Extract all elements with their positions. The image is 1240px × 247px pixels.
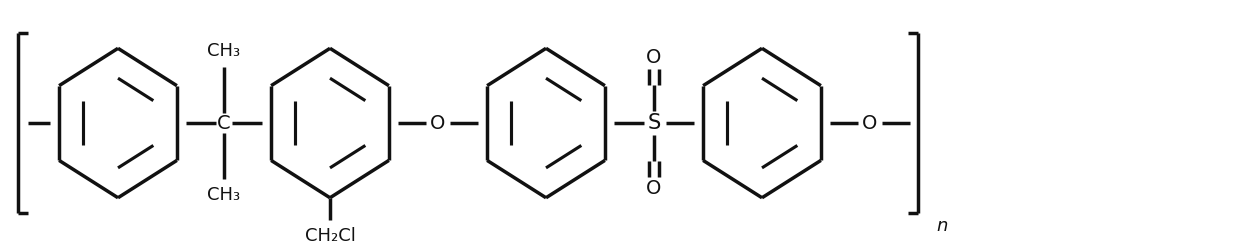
Text: CH₃: CH₃ <box>207 186 241 204</box>
Text: n: n <box>936 217 947 235</box>
Text: C: C <box>217 114 231 133</box>
Text: CH₂Cl: CH₂Cl <box>305 227 356 245</box>
Text: O: O <box>646 48 662 67</box>
Text: O: O <box>862 114 878 133</box>
Text: CH₃: CH₃ <box>207 42 241 60</box>
Text: O: O <box>430 114 445 133</box>
Text: O: O <box>646 179 662 198</box>
Text: S: S <box>647 113 661 133</box>
